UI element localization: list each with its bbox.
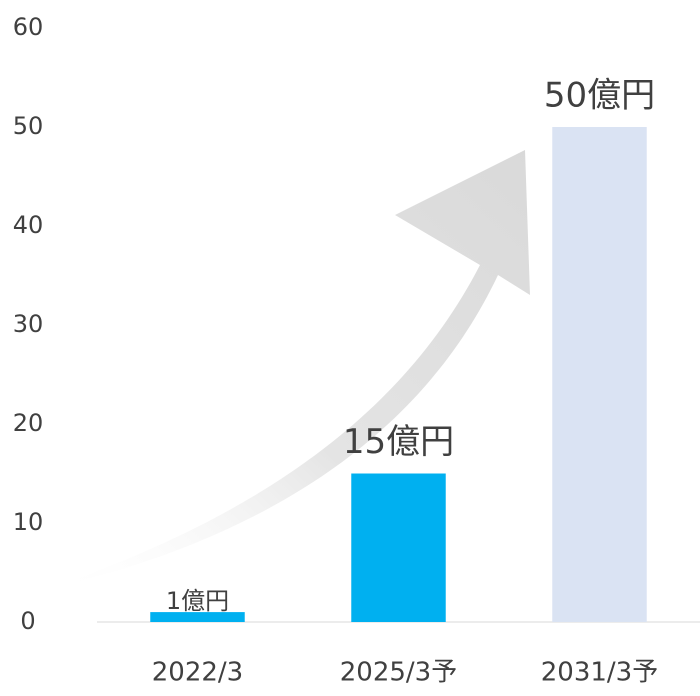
y-tick-label: 0	[20, 607, 35, 635]
y-tick-label: 10	[13, 508, 44, 536]
bar	[150, 612, 245, 622]
trend-arrow	[45, 150, 530, 590]
y-tick-label: 30	[13, 310, 44, 338]
value-label: 15億円	[343, 422, 454, 462]
y-tick-label: 50	[13, 112, 44, 140]
y-tick-label: 40	[13, 211, 44, 239]
x-tick-label: 2022/3	[152, 658, 243, 688]
x-tick-label: 2025/3予	[340, 658, 457, 688]
y-tick-label: 20	[13, 409, 44, 437]
bar	[351, 473, 446, 622]
value-label: 50億円	[544, 76, 655, 116]
value-label: 1億円	[166, 587, 229, 615]
bar	[552, 127, 647, 622]
x-tick-label: 2031/3予	[541, 658, 658, 688]
y-tick-label: 60	[13, 13, 44, 41]
